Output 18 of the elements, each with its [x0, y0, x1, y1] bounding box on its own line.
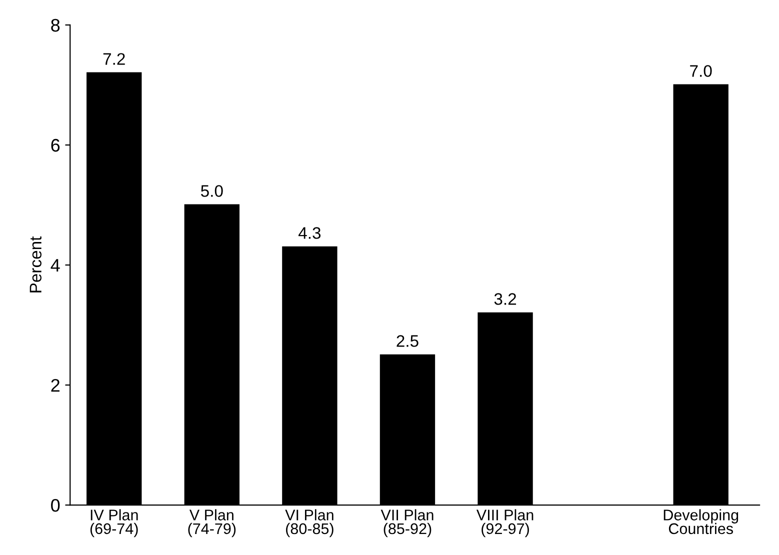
x-tick-label: VIII Plan (92-97) [476, 509, 534, 538]
y-tick-label: 8 [51, 18, 60, 32]
x-tick-label: Developing Countries [664, 509, 738, 534]
x-tick-label: VII Plan (85-92) [380, 509, 434, 538]
y-tick-label: 2 [51, 378, 60, 392]
y-axis-title: Percent [30, 236, 42, 292]
y-tick-label: 0 [51, 498, 60, 512]
x-tick-label: VI Plan (80-85) [285, 509, 334, 538]
data-label: 4.3 [298, 227, 321, 239]
data-label: 7.0 [690, 65, 712, 77]
data-label: 5.0 [200, 185, 223, 197]
y-tick-label: 6 [51, 138, 60, 152]
data-label: 7.2 [103, 53, 125, 65]
y-tick-label: 4 [50, 259, 60, 272]
x-tick-label: IV Plan (69-74) [90, 509, 138, 538]
data-label: 3.2 [494, 293, 516, 305]
x-tick-label: V Plan (74-79) [188, 509, 236, 538]
data-label: 2.5 [396, 335, 418, 347]
